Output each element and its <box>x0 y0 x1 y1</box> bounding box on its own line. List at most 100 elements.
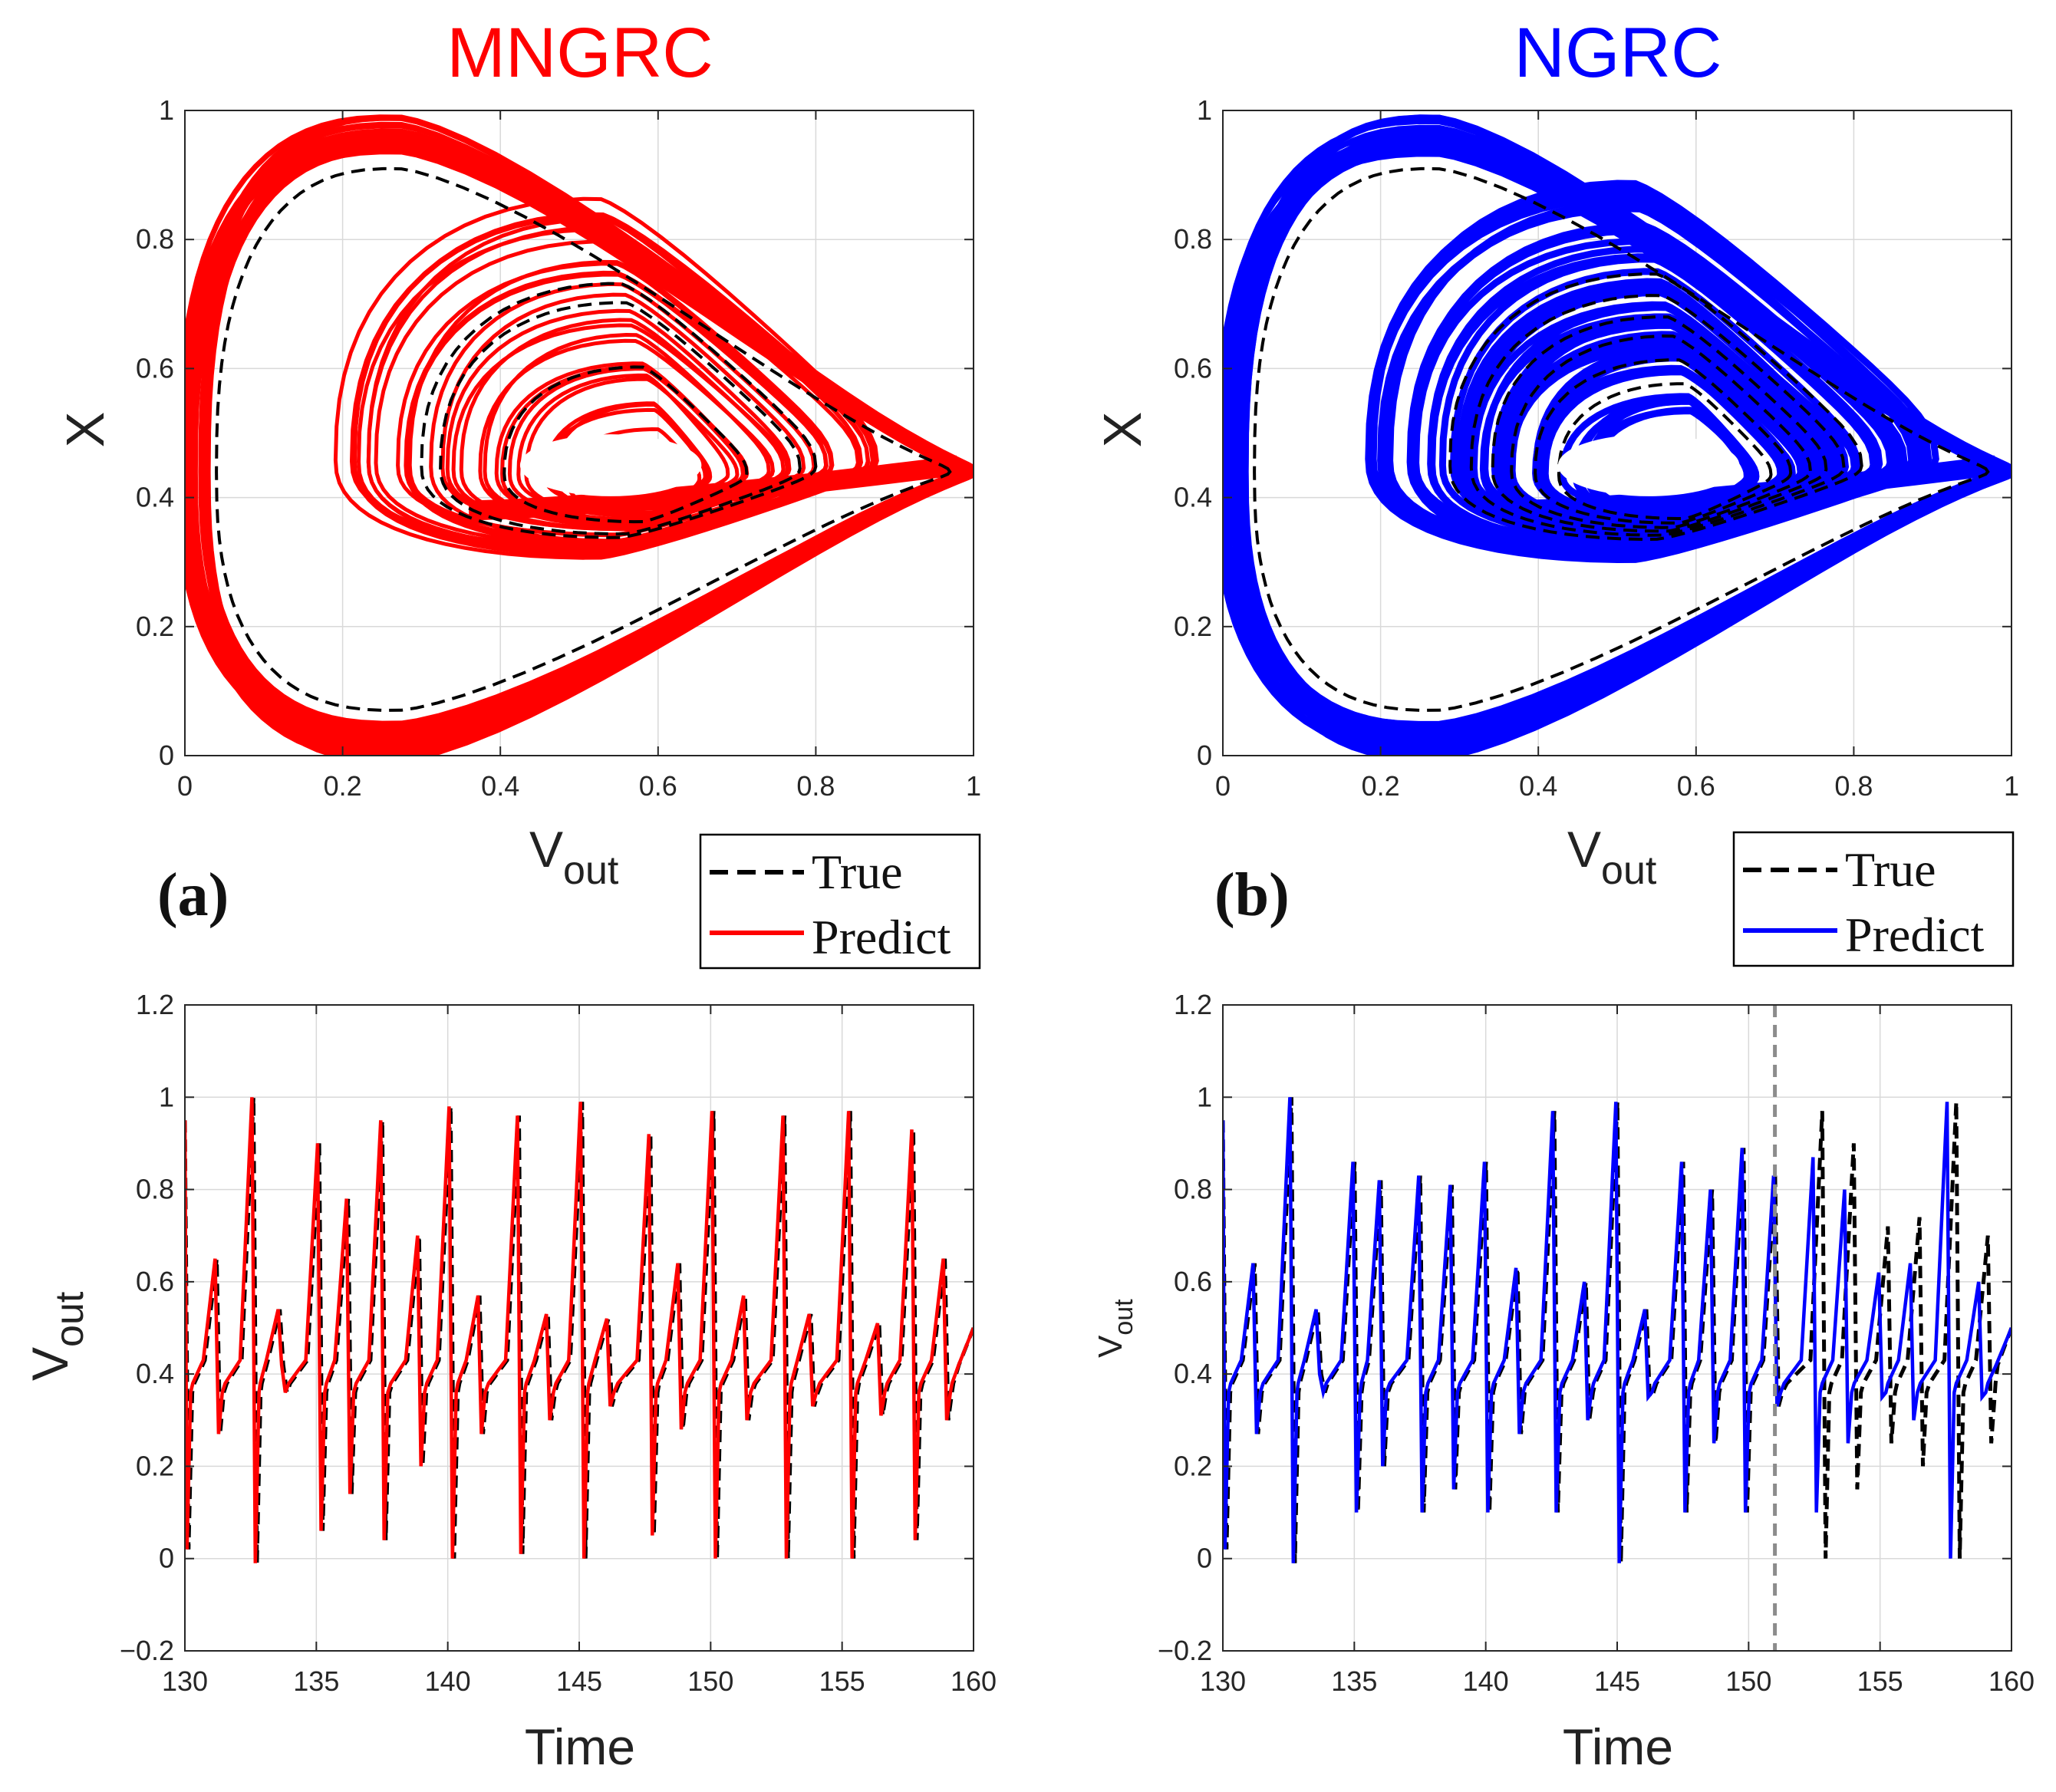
ylabel-vout-c-main: V <box>21 1347 78 1381</box>
title-mngrc: MNGRC <box>446 14 713 92</box>
phase-mngrc-xtick-label-5: 1 <box>966 770 981 802</box>
axes-timeseries-mngrc: 130 135 140 145 150 155 160 −0.2 0 0.2 0.4 0.6 0.8 1 1… <box>120 989 997 1697</box>
ts-ngrc-ytick-label-2: 0.2 <box>1174 1450 1212 1481</box>
legend-b: True Predict <box>1732 831 2015 967</box>
ts-ngrc-ytick-label-1: 0 <box>1197 1543 1212 1574</box>
phase-ngrc-true-loop-1 <box>1534 358 1793 525</box>
xlabel-vout-b-sub: out <box>1601 848 1657 893</box>
phase-ngrc-xtick-label-1: 0.2 <box>1362 770 1400 802</box>
ts-mngrc-xtick-label-0: 130 <box>162 1665 208 1697</box>
ylabel-vout-d-sub: out <box>1109 1299 1138 1336</box>
phase-ngrc-plot <box>1223 114 2012 756</box>
ts-mngrc-xtick-label-5: 155 <box>819 1665 865 1697</box>
ts-ngrc-plot <box>1223 1005 2012 1651</box>
ts-ngrc-xtick-label-5: 155 <box>1857 1665 1903 1697</box>
ts-ngrc-xtick-label-1: 135 <box>1331 1665 1377 1697</box>
ts-mngrc-ytick-label-7: 1.2 <box>136 989 174 1020</box>
ts-ngrc-predict-line <box>1223 1097 2012 1563</box>
phase-mngrc-predict-series <box>185 114 974 756</box>
ts-mngrc-plot <box>185 1097 974 1563</box>
phase-mngrc-plot <box>185 114 974 756</box>
phase-mngrc-xtick-label-4: 0.8 <box>796 770 835 802</box>
phase-mngrc-xtick-label-2: 0.4 <box>481 770 519 802</box>
phase-ngrc-ytick-label-4: 0.8 <box>1174 223 1212 255</box>
ts-ngrc-xtick-label-0: 130 <box>1200 1665 1246 1697</box>
phase-ngrc-true-series <box>1253 166 1990 713</box>
ts-mngrc-xtick-label-2: 140 <box>425 1665 471 1697</box>
xlabel-vout-a-sub: out <box>563 848 619 893</box>
phase-ngrc-true-loop-0 <box>1557 382 1773 521</box>
phase-ngrc-true-loop-4 <box>1469 294 1846 537</box>
phase-ngrc-frame <box>1222 110 2012 756</box>
ts-mngrc-ytick-label-1: 0 <box>159 1543 174 1574</box>
phase-mngrc-ytick-label-1: 0.2 <box>136 611 174 642</box>
ts-ngrc-ytick-label-7: 1.2 <box>1174 989 1212 1020</box>
phase-mngrc-true-series <box>215 166 952 713</box>
phase-mngrc-xtick-label-1: 0.2 <box>324 770 362 802</box>
legend-b-true-label: True <box>1845 842 1936 897</box>
ts-ngrc-xtick-label-6: 160 <box>1988 1665 2035 1697</box>
phase-mngrc-predict-loop-25 <box>352 212 876 554</box>
phase-mngrc-hole <box>519 434 702 496</box>
axes-phase-mngrc: 0 0.2 0.4 0.6 0.8 1 0 0.2 0.4 0.6 0.8 1 <box>136 94 981 802</box>
legend-a: True Predict <box>699 833 981 970</box>
phase-ngrc-predict-loop-47 <box>1465 288 1858 545</box>
phase-ngrc-true-loop-5 <box>1448 272 1863 542</box>
ts-ngrc-xtick-label-4: 150 <box>1725 1665 1771 1697</box>
ts-mngrc-ytick-label-4: 0.6 <box>136 1266 174 1297</box>
ts-ngrc-ytick-label-5: 0.8 <box>1174 1174 1212 1205</box>
phase-ngrc-xtick-label-3: 0.6 <box>1677 770 1715 802</box>
legend-a-predict-label: Predict <box>812 910 951 964</box>
xlabel-vout-b-main: V <box>1567 821 1601 878</box>
phase-mngrc-ytick-label-5: 1 <box>159 94 174 126</box>
xlabel-vout-a-main: V <box>529 821 563 878</box>
ts-mngrc-ytick-label-2: 0.2 <box>136 1450 174 1481</box>
ts-ngrc-true-line <box>1223 1097 2012 1563</box>
ts-mngrc-xtick-label-3: 145 <box>556 1665 602 1697</box>
ts-ngrc-ytick-label-3: 0.4 <box>1174 1358 1212 1389</box>
axes-phase-ngrc: 0 0.2 0.4 0.6 0.8 1 0 0.2 0.4 0.6 0.8 1 <box>1174 94 2019 802</box>
phase-ngrc-true-loop-3 <box>1491 315 1828 533</box>
ts-ngrc-ytick-label-0: −0.2 <box>1158 1635 1212 1666</box>
phase-ngrc-true-loop-2 <box>1510 334 1812 529</box>
phase-mngrc-ytick-label-4: 0.8 <box>136 223 174 255</box>
phase-ngrc-ytick-label-2: 0.4 <box>1174 482 1212 513</box>
phase-mngrc-ytick-label-0: 0 <box>159 740 174 771</box>
panel-label-b: (b) <box>1214 861 1290 929</box>
legend-a-true-label: True <box>812 845 903 899</box>
ts-mngrc-xtick-label-1: 135 <box>293 1665 339 1697</box>
ts-mngrc-ytick-label-3: 0.4 <box>136 1358 174 1389</box>
phase-mngrc-predict-loop-23 <box>374 239 860 548</box>
phase-ngrc-predict-loop-46 <box>1369 180 1939 556</box>
phase-mngrc-true-loop-0 <box>502 365 749 524</box>
legend-a-box <box>699 833 981 970</box>
phase-ngrc-true-outer <box>1253 166 1990 713</box>
phase-mngrc-true-loop-2 <box>420 282 818 539</box>
phase-mngrc-xtick-label-0: 0 <box>177 770 193 802</box>
ts-mngrc-ytick-label-6: 1 <box>159 1081 174 1112</box>
ts-mngrc-ytick-label-0: −0.2 <box>120 1635 174 1666</box>
phase-mngrc-true-loop-1 <box>439 301 802 536</box>
xlabel-time-d: Time <box>1563 1718 1673 1775</box>
ts-mngrc-xtick-label-4: 150 <box>687 1665 733 1697</box>
ts-ngrc-ytick-label-6: 1 <box>1197 1081 1212 1112</box>
xlabel-time-c: Time <box>525 1718 635 1775</box>
xlabel-vout-a: Vout <box>529 821 619 893</box>
phase-mngrc-xtick-label-3: 0.6 <box>639 770 677 802</box>
ylabel-x-b: X <box>1092 412 1152 448</box>
phase-ngrc-ytick-label-1: 0.2 <box>1174 611 1212 642</box>
ylabel-vout-c: Vout <box>21 1291 92 1381</box>
ts-ngrc-ytick-label-4: 0.6 <box>1174 1266 1212 1297</box>
phase-ngrc-xtick-label-4: 0.8 <box>1834 770 1873 802</box>
panel-label-a: (a) <box>157 861 229 929</box>
phase-mngrc-predict-loop-29 <box>483 332 771 527</box>
phase-mngrc-predict-outer-23 <box>185 141 968 752</box>
ts-ngrc-xtick-label-3: 145 <box>1594 1665 1640 1697</box>
phase-ngrc-ytick-label-3: 0.6 <box>1174 352 1212 384</box>
ts-ngrc-xtick-label-2: 140 <box>1463 1665 1509 1697</box>
axes-timeseries-ngrc: 130 135 140 145 150 155 160 −0.2 0 0.2 0.4 0.6 0.8 1 1… <box>1158 989 2035 1697</box>
phase-mngrc-predict-loop-28 <box>459 318 786 531</box>
ts-mngrc-xtick-label-6: 160 <box>951 1665 997 1697</box>
phase-ngrc-xtick-label-0: 0 <box>1215 770 1231 802</box>
